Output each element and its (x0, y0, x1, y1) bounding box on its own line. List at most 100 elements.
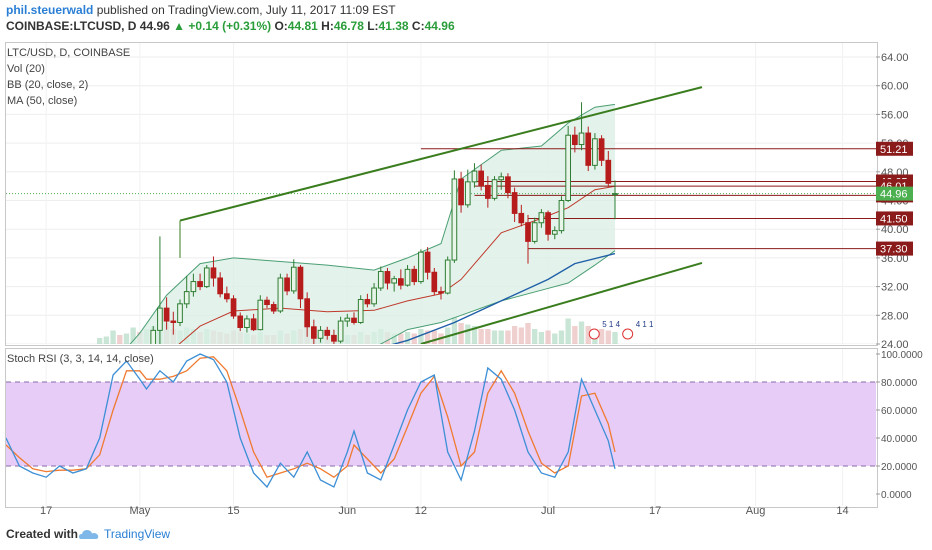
candle-body (558, 200, 565, 232)
candle-body (612, 193, 618, 196)
level-label: 37.30 (880, 244, 908, 256)
author-link[interactable]: phil.steuerwald (6, 3, 94, 17)
candle-body (244, 318, 250, 328)
candle-body (331, 334, 337, 342)
level-label: 41.50 (880, 213, 908, 225)
candle-body (364, 299, 371, 305)
volume-bar (424, 330, 431, 344)
volume-bar (418, 329, 424, 344)
candle-body (230, 298, 237, 317)
candle-body (344, 317, 351, 322)
candle-body (250, 318, 257, 331)
candle-body (471, 170, 478, 183)
stoch-axis-label: 20.0000 (881, 462, 918, 473)
event-flag-icon (622, 328, 634, 340)
bollinger-basis (178, 185, 616, 344)
candle-body (311, 326, 317, 339)
candle-body (505, 176, 511, 194)
x-axis-label: Jun (338, 505, 356, 517)
volume-bar (572, 326, 578, 344)
bollinger-fill (130, 104, 615, 344)
candle-body (290, 266, 297, 292)
candle-body (518, 212, 525, 224)
close-value: 44.96 (424, 19, 455, 33)
candle-body (150, 329, 157, 344)
candle-body (177, 303, 183, 323)
candle-body (284, 277, 290, 292)
candle-body (444, 259, 451, 294)
volume-bar (471, 326, 478, 344)
open-label: O: (274, 19, 288, 33)
candle-body (377, 271, 384, 289)
x-axis-label: Jul (541, 505, 555, 517)
candle-body (418, 251, 424, 283)
candle-body (190, 281, 197, 293)
high-label: H: (321, 19, 334, 33)
x-axis-label: 12 (415, 505, 427, 517)
candle-body (572, 134, 578, 146)
legend-symbol: LTC/USD, D, COINBASE (7, 47, 131, 59)
candle-body (203, 267, 210, 288)
price-axis-label: 32.00 (881, 282, 909, 294)
event-badge-label: 4 1 1 (636, 320, 654, 329)
level-label: 51.21 (880, 144, 908, 156)
volume-bar (391, 333, 397, 344)
candle-body (485, 184, 491, 199)
bollinger-lower (379, 250, 616, 344)
volume-bar (404, 332, 411, 344)
price-axis-label: 40.00 (881, 224, 909, 236)
candle-body (317, 329, 324, 339)
axes: 64.0060.0056.0052.0048.0044.0040.0036.00… (40, 52, 923, 517)
x-axis-label: 17 (40, 505, 52, 517)
volume-bar (525, 323, 531, 344)
candle-body (270, 304, 277, 312)
candle-body (424, 251, 431, 273)
candle-body (498, 176, 505, 181)
open-value: 44.81 (287, 19, 318, 33)
volume-bar (491, 330, 498, 344)
price-axis-label: 64.00 (881, 52, 909, 64)
candle-body (371, 287, 377, 305)
x-axis-label: May (129, 505, 150, 517)
stoch-axis-label: 60.0000 (881, 406, 918, 417)
volume-bar (511, 326, 518, 344)
tradingview-cloud-icon (79, 530, 99, 539)
candle-body (304, 298, 310, 328)
stoch-k-line (6, 353, 616, 489)
volume-bar (518, 327, 524, 344)
legend-stoch-rsi: Stoch RSI (3, 3, 14, 14, close) (7, 353, 154, 365)
low-value: 41.38 (378, 19, 409, 33)
level-label-bg (876, 241, 913, 256)
volume-bar (123, 333, 130, 344)
volume-bar (431, 330, 437, 344)
tradingview-brand[interactable]: TradingView (104, 527, 171, 541)
volume-bar (110, 330, 116, 344)
candle-body (531, 222, 538, 242)
volume-bar (130, 327, 136, 344)
candle-body (585, 132, 592, 166)
candle-body (197, 281, 203, 288)
candle-body (237, 315, 244, 328)
candle-body (217, 277, 223, 295)
candle-body (578, 132, 585, 146)
volume-bar (485, 329, 491, 344)
candle-body (525, 222, 531, 242)
high-value: 46.78 (333, 19, 364, 33)
candle-body (257, 299, 264, 331)
channel-lower (420, 261, 703, 344)
volume-bar (605, 330, 611, 344)
volume-bar (552, 333, 558, 344)
candle-body (551, 230, 558, 235)
candle-body (351, 317, 357, 323)
close-label: C: (411, 19, 425, 33)
candle-body (511, 192, 518, 214)
candle-body (404, 268, 411, 286)
x-axis-label: 17 (649, 505, 661, 517)
stoch-axis-label: 100.0000 (881, 350, 923, 361)
last-price-label: 44.96 (880, 189, 908, 201)
bollinger-upper (129, 103, 616, 344)
legend-volume: Vol (20) (7, 63, 45, 75)
volume-bar (478, 329, 484, 344)
candle-body (545, 212, 551, 235)
